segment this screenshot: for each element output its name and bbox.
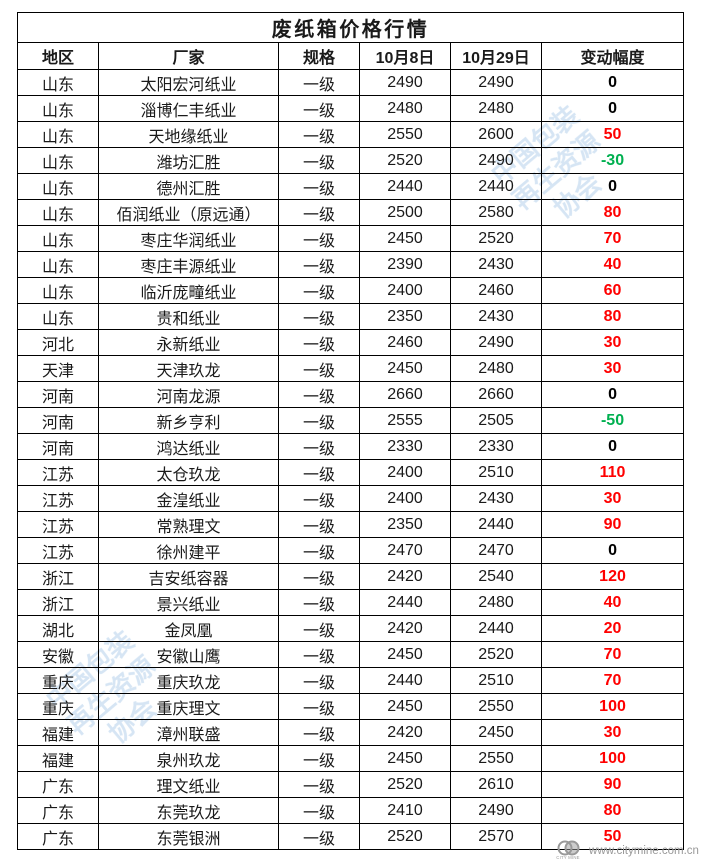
- svg-text:CITY MINE: CITY MINE: [556, 855, 579, 860]
- svg-text:www.citymine.com.cn: www.citymine.com.cn: [588, 845, 699, 857]
